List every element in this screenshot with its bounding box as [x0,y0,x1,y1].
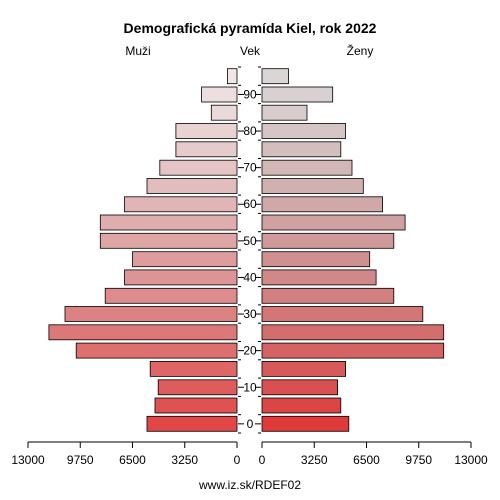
x-tick-label: 13000 [11,453,45,467]
right-series-label: Ženy [347,43,374,58]
female-bar [261,269,377,286]
age-tick-label: 90 [243,87,257,101]
male-bar [210,104,238,121]
age-axis: 0 10 20 30 40 50 60 70 80 90 [238,66,261,434]
male-bar [157,379,238,396]
male-bars [48,68,238,432]
female-bar [261,196,383,213]
female-bar [261,379,338,396]
male-bar [48,324,238,341]
female-bar [261,342,445,359]
age-tick-label: 80 [243,124,257,138]
x-tick-label: 0 [234,453,241,467]
age-tick-label: 10 [243,380,257,394]
age-tick-label: 40 [243,271,257,285]
x-axis-right: 0 3250 6500 9750 13000 [259,441,488,467]
male-bar [175,141,238,158]
x-tick-label: 9750 [67,453,94,467]
age-tick-label: 30 [243,307,257,321]
male-bar [104,287,238,304]
male-bar [75,342,238,359]
x-tick-label: 0 [259,453,266,467]
male-bar [175,123,238,139]
male-bar [159,159,238,176]
female-bar [261,415,350,432]
female-bar [261,68,289,85]
male-bar [149,360,238,377]
female-bar [261,159,353,176]
source-caption: www.iz.sk/RDEF02 [198,478,301,492]
age-tick-label: 70 [243,161,257,175]
male-bar [146,178,238,194]
female-bars [261,68,445,432]
age-tick-label: 50 [243,234,257,248]
x-axis-left: 13000 9750 6500 3250 0 [11,441,241,467]
x-tick-label: 6500 [119,453,146,467]
male-bar [132,251,238,268]
female-bar [261,214,406,231]
female-bar [261,123,346,139]
chart-title: Demografická pyramída Kiel, rok 2022 [124,20,377,36]
male-bar [201,86,238,103]
male-bar [99,214,238,231]
female-bar [261,178,364,194]
age-tick-label: 60 [243,197,257,211]
female-bar [261,287,395,304]
male-bar [99,232,238,249]
age-tick-label: 20 [243,344,257,358]
center-axis-label: Vek [240,44,261,58]
male-bar [154,397,238,414]
female-bar [261,360,346,377]
x-tick-label: 9750 [405,453,432,467]
female-bar [261,397,342,414]
male-bar [146,415,238,432]
female-bar [261,306,424,322]
left-series-label: Muži [125,44,150,58]
female-bar [261,104,308,121]
x-tick-label: 6500 [353,453,380,467]
age-tick-label: 0 [247,417,254,431]
male-bar [124,269,238,286]
male-bar [124,196,238,213]
x-tick-label: 13000 [454,453,488,467]
male-bar [226,68,238,85]
female-bar [261,141,342,158]
female-bar [261,232,395,249]
x-tick-label: 3250 [171,453,198,467]
x-tick-label: 3250 [301,453,328,467]
female-bar [261,251,371,268]
male-bar [64,306,238,322]
female-bar [261,324,445,341]
female-bar [261,86,334,103]
